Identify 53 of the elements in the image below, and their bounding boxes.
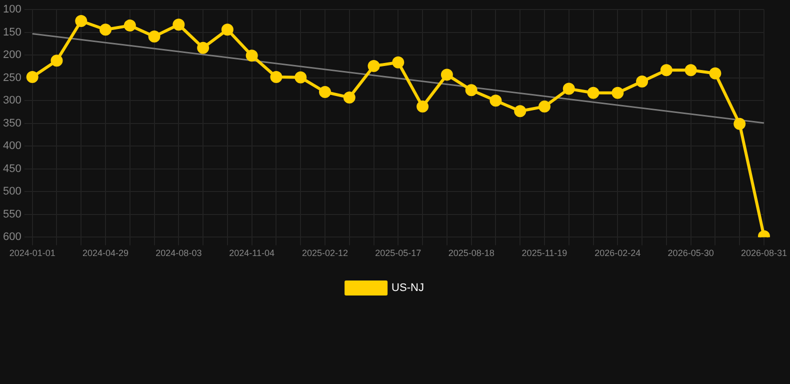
y-tick-label: 100 <box>2 4 22 16</box>
point <box>221 24 234 36</box>
point <box>734 118 746 130</box>
y-tick-label: 600 <box>2 231 22 244</box>
y-tick-label: 500 <box>2 186 22 198</box>
point <box>368 60 380 72</box>
point <box>246 50 258 62</box>
point <box>612 86 624 99</box>
y-tick-label: 300 <box>2 94 22 107</box>
point <box>343 91 356 104</box>
point <box>75 14 88 27</box>
y-tick-label: 250 <box>2 72 22 84</box>
point <box>197 42 210 54</box>
x-tick-label: 2026-05-30 <box>668 248 714 258</box>
x-tick-label: 2025-08-18 <box>448 248 494 258</box>
x-tick-label: 2024-04-29 <box>82 248 129 258</box>
point <box>172 18 185 31</box>
point <box>440 68 453 81</box>
point <box>709 67 722 80</box>
point <box>514 105 526 118</box>
x-tick-label: 2024-01-01 <box>9 248 56 258</box>
point <box>100 24 112 36</box>
y-tick-label: 400 <box>2 140 22 152</box>
point <box>490 94 502 107</box>
point <box>538 100 550 113</box>
y-tick-label: 550 <box>2 208 22 220</box>
point <box>684 64 697 76</box>
point <box>270 70 282 83</box>
x-tick-label: 2025-02-12 <box>302 248 348 258</box>
point <box>294 71 307 84</box>
y-tick-label: 350 <box>2 117 22 130</box>
point <box>319 86 332 98</box>
point <box>465 84 478 96</box>
y-tick-label: 150 <box>2 26 22 38</box>
point <box>26 70 38 83</box>
point <box>148 30 160 42</box>
y-tick-label: 450 <box>2 162 22 175</box>
point <box>50 54 63 67</box>
legend-label: US-NJ <box>392 282 424 294</box>
point <box>660 64 672 76</box>
x-tick-label: 2024-11-04 <box>229 248 275 258</box>
point <box>562 82 575 95</box>
x-tick-label: 2025-05-17 <box>375 248 422 258</box>
point <box>124 20 136 32</box>
point <box>587 86 600 99</box>
point <box>636 76 648 88</box>
y-tick-label: 200 <box>2 49 22 62</box>
point <box>392 56 404 68</box>
point <box>416 100 429 113</box>
x-tick-label: 2026-08-31 <box>740 248 788 258</box>
x-tick-label: 2024-08-03 <box>156 248 202 258</box>
x-tick-label: 2026-02-24 <box>594 248 641 258</box>
x-tick-label: 2025-11-19 <box>522 248 568 258</box>
